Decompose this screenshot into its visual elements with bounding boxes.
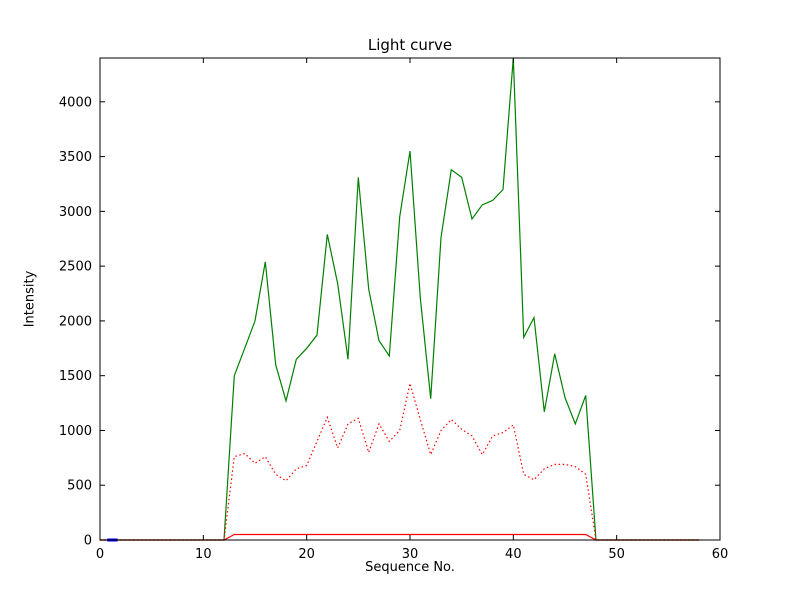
- y-tick-label: 4000: [59, 95, 92, 110]
- y-tick-label: 500: [67, 479, 92, 494]
- series-max-intensity: [100, 57, 700, 541]
- y-tick-label: 2000: [59, 314, 92, 329]
- series-mean-intensity: [100, 383, 700, 541]
- x-tick-label: 20: [298, 547, 315, 562]
- series-min-intensity: [100, 533, 700, 541]
- y-tick-label: 1500: [59, 369, 92, 384]
- x-tick-label: 60: [712, 547, 729, 562]
- y-tick-label: 3500: [59, 150, 92, 165]
- y-tick-label: 2500: [59, 260, 92, 275]
- x-tick-label: 30: [402, 547, 419, 562]
- axes-frame: [99, 57, 721, 541]
- x-tick-label: 40: [505, 547, 522, 562]
- x-axis-label: Sequence No.: [365, 560, 455, 575]
- y-tick-label: 1000: [59, 424, 92, 439]
- y-tick-label: 0: [84, 534, 92, 549]
- x-tick-label: 50: [608, 547, 625, 562]
- y-tick-label: 3000: [59, 205, 92, 220]
- x-tick-label: 10: [195, 547, 212, 562]
- chart-title: Light curve: [367, 36, 453, 54]
- x-tick-label: 0: [96, 547, 104, 562]
